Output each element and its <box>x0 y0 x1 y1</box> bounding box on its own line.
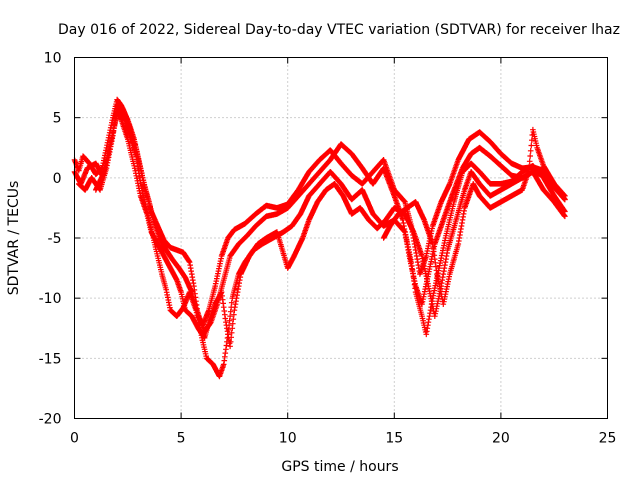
y-tick-label: -15 <box>39 351 62 367</box>
series-track-5 <box>380 126 568 307</box>
y-tick-label: -5 <box>48 231 62 247</box>
chart-title: Day 016 of 2022, Sidereal Day-to-day VTE… <box>58 22 620 38</box>
x-tick-label: 0 <box>70 431 79 447</box>
x-tick-label: 15 <box>385 431 403 447</box>
y-tick-label: -10 <box>39 291 62 307</box>
series-track-4 <box>93 108 568 350</box>
series-markers <box>93 108 568 350</box>
y-tick-labels: -20 -15 -10 -5 0 5 10 <box>39 51 62 428</box>
x-tick-label: 5 <box>177 431 186 447</box>
plot-area <box>71 96 568 380</box>
y-tick-label: 10 <box>44 51 62 67</box>
x-tick-label: 20 <box>492 431 510 447</box>
x-tick-labels: 0 5 10 15 20 25 <box>70 431 616 447</box>
y-tick-label: -20 <box>39 412 62 428</box>
x-axis-label: GPS time / hours <box>281 459 398 475</box>
series-markers <box>380 126 568 307</box>
y-tick-label: 5 <box>53 111 62 127</box>
x-tick-label: 10 <box>279 431 297 447</box>
y-axis-label: SDTVAR / TECUs <box>6 181 22 296</box>
plot-frame <box>74 57 608 419</box>
x-tick-label: 25 <box>599 431 617 447</box>
y-tick-label: 0 <box>53 171 62 187</box>
